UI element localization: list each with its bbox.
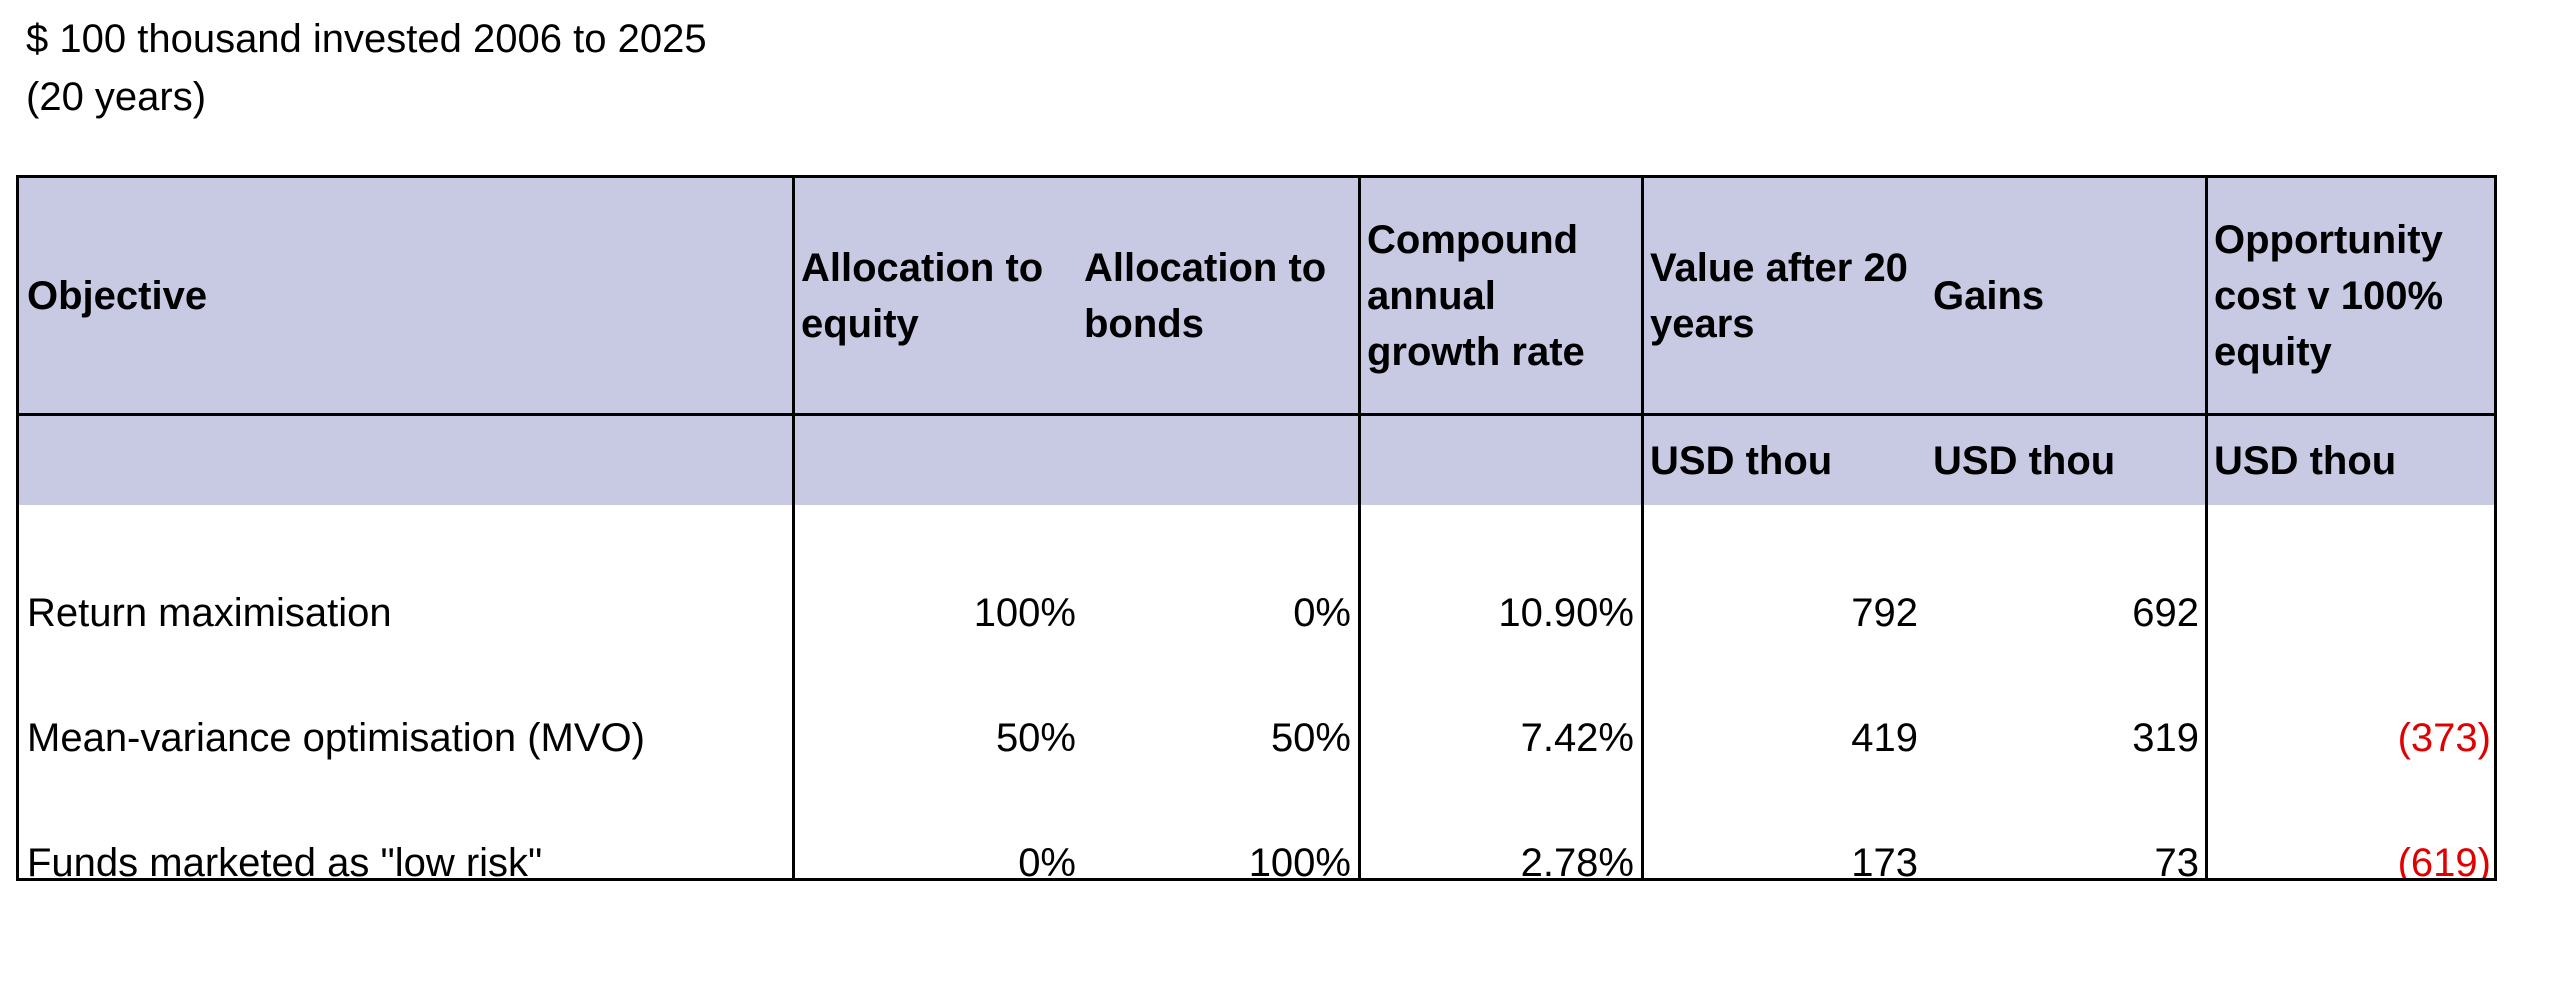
column-divider — [1641, 178, 1644, 878]
unit-gains: USD thou — [1933, 438, 2116, 483]
header-opportunity-cost: Opportunity cost v 100% equity — [2214, 217, 2444, 374]
row-2-opportunity-cost: (373) — [2397, 716, 2491, 760]
row-2-value-after: 419 — [1851, 716, 1918, 760]
row-3-gains: 73 — [2154, 841, 2200, 881]
header-objective: Objective — [27, 273, 208, 318]
header-allocation-bonds: Allocation to bonds — [1084, 245, 1327, 346]
row-1-allocation-equity: 100% — [973, 591, 1076, 635]
row-1-gains: 692 — [2132, 591, 2199, 635]
row-3-allocation-bonds: 100% — [1248, 841, 1351, 881]
unit-opportunity-cost: USD thou — [2214, 438, 2397, 483]
header-value-after: Value after 20 years — [1650, 245, 1908, 346]
row-2-allocation-bonds: 50% — [1270, 716, 1351, 760]
row-3-cagr: 2.78% — [1520, 841, 1634, 881]
units-band — [19, 415, 2494, 505]
header-allocation-equity: Allocation to equity — [801, 245, 1044, 346]
row-2-allocation-equity: 50% — [995, 716, 1076, 760]
row-1-allocation-bonds: 0% — [1293, 591, 1351, 635]
unit-value-after: USD thou — [1650, 438, 1833, 483]
title-line-2: (20 years) — [26, 75, 207, 119]
header-band — [19, 178, 2494, 415]
row-3-value-after: 173 — [1851, 841, 1918, 881]
column-divider — [792, 178, 795, 878]
row-3-allocation-equity: 0% — [1018, 841, 1076, 881]
table-title: $ 100 thousand invested 2006 to 2025 (20… — [26, 10, 707, 126]
title-line-1: $ 100 thousand invested 2006 to 2025 — [26, 17, 707, 61]
row-3-opportunity-cost: (619) — [2397, 841, 2491, 881]
header-gains: Gains — [1933, 273, 2045, 318]
header-cagr: Compound annual growth rate — [1367, 217, 1585, 374]
column-divider — [1358, 178, 1361, 878]
row-1-value-after: 792 — [1851, 591, 1918, 635]
row-2-objective: Mean-variance optimisation (MVO) — [27, 716, 645, 760]
row-1-objective: Return maximisation — [27, 591, 392, 635]
row-2-cagr: 7.42% — [1520, 716, 1634, 760]
header-divider — [19, 413, 2494, 416]
column-divider — [2205, 178, 2208, 878]
investment-comparison-table: Objective Allocation to equity Allocatio… — [16, 175, 2497, 881]
row-3-objective: Funds marketed as "low risk" — [27, 841, 543, 881]
row-2-gains: 319 — [2132, 716, 2199, 760]
row-1-cagr: 10.90% — [1498, 591, 1634, 635]
